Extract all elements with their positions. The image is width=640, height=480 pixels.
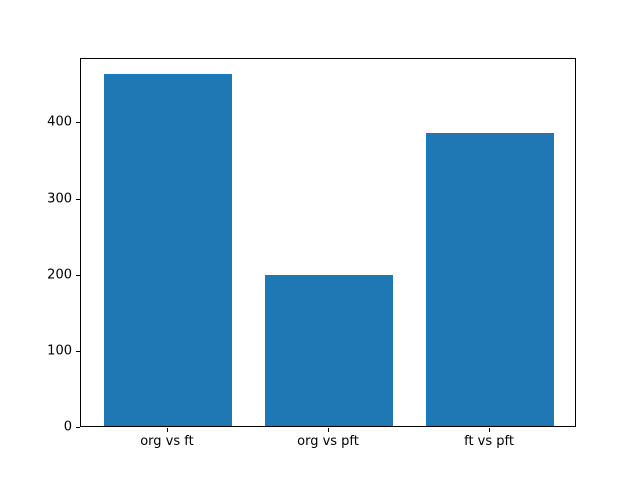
x-tick-mark bbox=[166, 428, 168, 433]
bar-ft-vs-pft bbox=[425, 132, 555, 427]
bars-layer bbox=[81, 59, 575, 427]
y-tick-label-400: 400 bbox=[47, 114, 72, 130]
y-tick-mark bbox=[76, 122, 80, 124]
bar-org-vs-ft bbox=[103, 74, 233, 427]
y-tick-mark bbox=[76, 350, 80, 352]
y-tick-label-0: 0 bbox=[63, 419, 72, 435]
bar-org-vs-pft bbox=[264, 275, 394, 427]
x-tick-label-org-vs-ft: org vs ft bbox=[140, 434, 194, 450]
y-tick-label-200: 200 bbox=[47, 267, 72, 283]
x-tick-mark bbox=[489, 428, 491, 433]
y-tick-mark bbox=[76, 427, 80, 429]
x-tick-label-org-vs-pft: org vs pft bbox=[297, 434, 359, 450]
y-tick-label-300: 300 bbox=[47, 191, 72, 207]
x-tick-label-ft-vs-pft: ft vs pft bbox=[464, 434, 514, 450]
x-tick-mark bbox=[328, 428, 329, 433]
y-tick-mark bbox=[76, 274, 80, 276]
y-tick-mark bbox=[76, 198, 80, 200]
y-tick-label-100: 100 bbox=[47, 343, 72, 359]
plot-area bbox=[80, 57, 576, 428]
